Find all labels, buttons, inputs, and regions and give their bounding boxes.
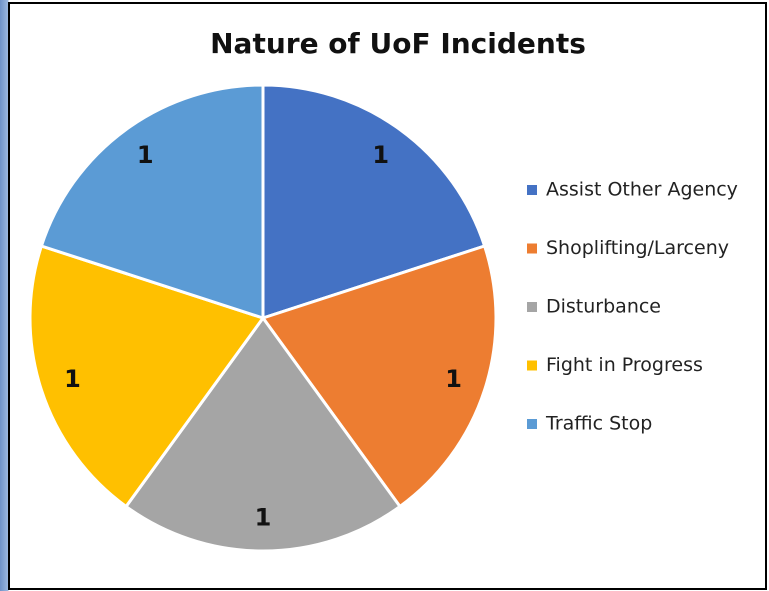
pie-slice xyxy=(28,244,266,509)
legend-swatch xyxy=(527,185,537,195)
data-label: 1 xyxy=(64,365,81,393)
legend-label: Shoplifting/Larceny xyxy=(546,237,729,259)
legend-swatch xyxy=(527,419,537,429)
data-label: 1 xyxy=(445,365,462,393)
chart-title: Nature of UoF Incidents xyxy=(210,27,586,60)
legend-label: Traffic Stop xyxy=(545,413,652,435)
pie-slice xyxy=(260,244,498,509)
data-label: 1 xyxy=(137,141,154,169)
legend-label: Disturbance xyxy=(546,296,661,318)
data-label: 1 xyxy=(372,141,389,169)
legend-swatch xyxy=(527,360,537,371)
pie-slice xyxy=(39,83,265,321)
legend-swatch xyxy=(527,302,537,312)
pie-slice xyxy=(123,315,403,553)
data-label: 1 xyxy=(255,503,272,531)
legend-label: Assist Other Agency xyxy=(546,179,738,201)
legend-swatch xyxy=(527,243,537,254)
legend-label: Fight in Progress xyxy=(546,354,703,376)
pie-slice xyxy=(261,83,487,321)
